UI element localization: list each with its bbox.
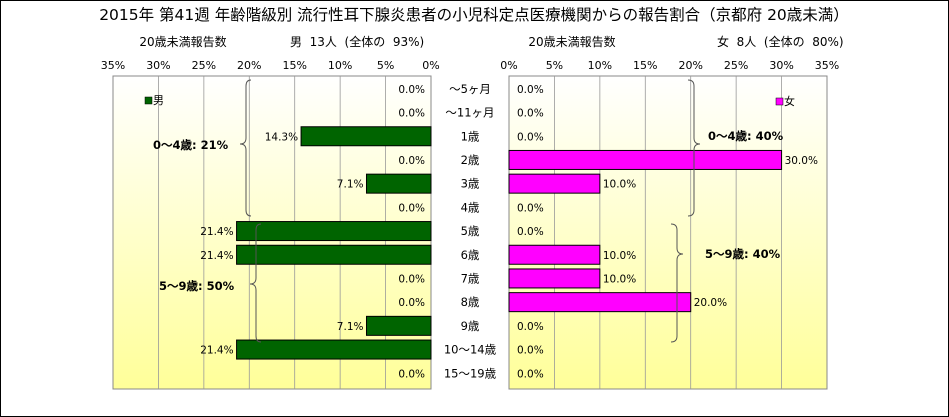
age-category-label: 10～14歳 <box>444 343 497 357</box>
female-data-label: 0.0% <box>517 226 544 238</box>
male-data-label: 14.3% <box>265 131 298 143</box>
female-gridlines <box>554 76 782 389</box>
male-data-label: 0.0% <box>398 155 425 167</box>
male-data-label: 0.0% <box>398 202 425 214</box>
female-bar <box>508 244 601 265</box>
male-data-label: 0.0% <box>398 108 425 120</box>
age-category-label: 2歳 <box>461 153 480 167</box>
female-x-tick-label: 10% <box>588 59 612 72</box>
female-data-label: 0.0% <box>517 202 544 214</box>
age-category-label: 5歳 <box>461 224 480 238</box>
male-data-label: 7.1% <box>337 179 364 191</box>
age-category-label: 8歳 <box>461 295 480 309</box>
female-data-label: 0.0% <box>517 321 544 333</box>
female-data-label: 10.0% <box>603 179 636 191</box>
male-legend-swatch <box>144 96 153 105</box>
male-x-tick-label: 30% <box>146 59 170 72</box>
male-x-axis-ticks: 35% 30% 25% 20% 15% 10% 5% 0% <box>101 59 440 72</box>
male-data-label: 0.0% <box>398 297 425 309</box>
female-bar <box>508 149 783 170</box>
male-data-label: 0.0% <box>398 84 425 96</box>
male-bar <box>236 221 432 242</box>
age-category-label: ～5ヶ月 <box>449 82 491 96</box>
female-data-label: 10.0% <box>603 250 636 262</box>
female-data-labels: 0.0% 0.0% 0.0% 30.0% 10.0% 0.0% 0.0% 10.0% 10.0%… <box>517 84 818 380</box>
female-0-4-brace <box>687 79 701 217</box>
female-summary: 女 8人 (全体の 80%) <box>717 34 844 49</box>
male-x-tick-label: 15% <box>282 59 306 72</box>
male-data-label: 7.1% <box>337 321 364 333</box>
age-category-label: 1歳 <box>461 129 480 143</box>
female-0-4-annotation: 0～4歳: 40% <box>708 129 784 143</box>
female-5-9-brace <box>670 223 684 343</box>
male-bar <box>365 315 432 336</box>
male-bar <box>300 126 432 147</box>
female-x-tick-label: 15% <box>633 59 657 72</box>
age-category-label: 7歳 <box>461 271 480 285</box>
male-bars <box>236 126 432 360</box>
age-category-label: 4歳 <box>461 200 480 214</box>
male-5-9-brace <box>249 223 262 343</box>
female-data-label: 0.0% <box>517 84 544 96</box>
female-x-tick-label: 5% <box>546 59 563 72</box>
male-data-label: 21.4% <box>200 226 233 238</box>
female-5-9-annotation: 5～9歳: 40% <box>705 247 781 261</box>
female-bar <box>508 173 601 194</box>
female-data-label: 0.0% <box>517 131 544 143</box>
female-x-tick-label: 35% <box>815 59 839 72</box>
age-category-label: 6歳 <box>461 248 480 262</box>
female-legend-label: 女 <box>784 94 795 108</box>
male-x-tick-label: 20% <box>237 59 261 72</box>
male-bar <box>236 244 432 265</box>
male-0-4-annotation: 0～4歳: 21% <box>153 138 229 152</box>
male-0-4-brace <box>239 79 252 217</box>
female-x-tick-label: 25% <box>724 59 748 72</box>
female-bar <box>508 268 601 289</box>
female-legend-swatch <box>775 97 784 106</box>
male-data-label: 0.0% <box>398 368 425 380</box>
male-x-tick-label: 25% <box>192 59 216 72</box>
male-x-tick-label: 0% <box>422 59 439 72</box>
male-bar <box>365 173 432 194</box>
male-data-label: 21.4% <box>200 250 233 262</box>
female-x-axis-ticks: 0% 5% 10% 15% 20% 25% 30% 35% <box>500 59 839 72</box>
male-5-9-annotation: 5～9歳: 50% <box>159 279 235 293</box>
male-legend-label: 男 <box>153 94 164 107</box>
female-data-label: 0.0% <box>517 345 544 357</box>
male-x-tick-label: 10% <box>328 59 352 72</box>
female-x-tick-label: 20% <box>678 59 702 72</box>
age-category-label: 15～19歳 <box>444 366 497 380</box>
male-x-tick-label: 35% <box>101 59 125 72</box>
female-data-label: 0.0% <box>517 108 544 120</box>
group-braces <box>239 79 701 343</box>
male-data-label: 0.0% <box>398 273 425 285</box>
male-data-label: 21.4% <box>200 345 233 357</box>
female-data-label: 30.0% <box>785 155 818 167</box>
male-x-tick-label: 5% <box>377 59 394 72</box>
male-subtitle: 20歳未満報告数 <box>139 34 226 49</box>
female-x-tick-label: 0% <box>500 59 517 72</box>
male-bar <box>236 339 432 360</box>
male-summary: 男 13人 (全体の 93%) <box>290 34 424 49</box>
female-data-label: 10.0% <box>603 273 636 285</box>
age-category-label: 3歳 <box>461 177 480 191</box>
male-data-labels: 0.0% 0.0% 14.3% 0.0% 7.1% 0.0% 21.4% 21.4% 0.0% 0… <box>200 84 425 380</box>
female-subtitle: 20歳未満報告数 <box>528 34 615 49</box>
chart-title: 2015年 第41週 年齢階級別 流行性耳下腺炎患者の小児科定点医療機関からの報… <box>99 6 849 24</box>
female-data-label: 0.0% <box>517 368 544 380</box>
female-x-tick-label: 30% <box>769 59 793 72</box>
age-category-label: 9歳 <box>461 319 480 333</box>
female-data-label: 20.0% <box>694 297 727 309</box>
age-category-label: ～11ヶ月 <box>445 106 494 120</box>
female-bar <box>508 292 692 313</box>
age-category-labels: ～5ヶ月 ～11ヶ月 1歳 2歳 3歳 4歳 5歳 6歳 7歳 8歳 9歳 10～14歳 15～19歳 <box>444 82 497 380</box>
female-plot-area <box>508 75 828 390</box>
female-bars <box>508 149 783 313</box>
